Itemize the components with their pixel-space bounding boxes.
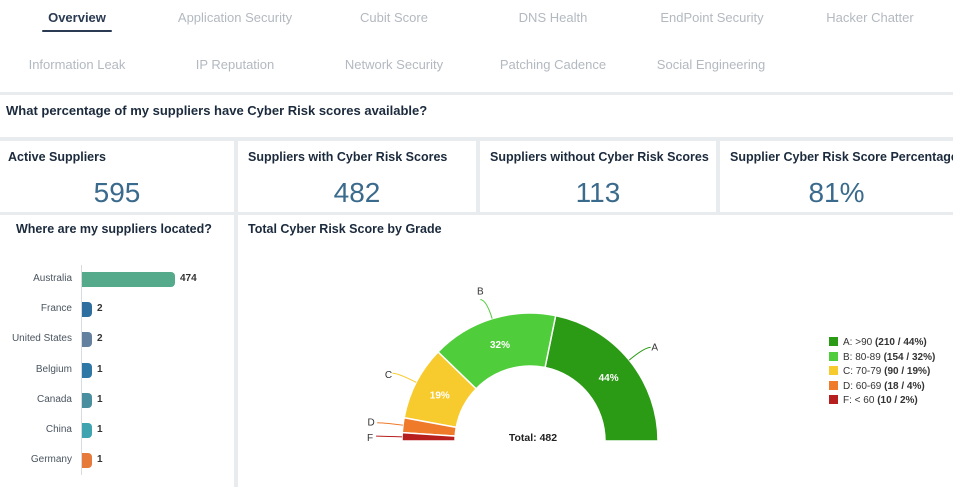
country-label: Canada (36, 393, 72, 405)
tab-patching-cadence[interactable]: Patching Cadence (499, 57, 607, 72)
legend-count: (210 / 44%) (874, 337, 927, 348)
donut-slice-f[interactable] (401, 431, 456, 442)
donut-slice-d[interactable] (401, 416, 458, 437)
tab-cubit-score[interactable]: Cubit Score (360, 10, 428, 25)
tab-network-security[interactable]: Network Security (344, 57, 444, 72)
legend-item-b[interactable]: B: 80-89 (154 / 32%) (829, 351, 936, 367)
tab-dns-health[interactable]: DNS Health (518, 10, 588, 25)
tab-information-leak[interactable]: Information Leak (28, 57, 126, 72)
divider (0, 137, 953, 141)
kpi-active-suppliers: Active Suppliers 595 (0, 141, 234, 212)
divider (0, 212, 953, 215)
legend-count: (10 / 2%) (877, 395, 918, 406)
donut-slice-label: B (477, 287, 484, 298)
legend-swatch (829, 380, 838, 390)
country-bar-value: 474 (180, 273, 197, 284)
legend-text: F: < 60 (843, 395, 878, 406)
location-panel-title: Where are my suppliers located? (16, 222, 212, 236)
donut-slice-c[interactable] (403, 350, 478, 429)
country-label: United States (11, 333, 72, 345)
legend-item-d[interactable]: D: 60-69 (18 / 4%) (829, 380, 935, 396)
donut-label-connector (628, 346, 651, 361)
country-bar[interactable] (82, 272, 175, 287)
legend-item-f[interactable]: F: < 60 (10 / 2%) (829, 395, 935, 410)
divider (476, 141, 480, 212)
divider (0, 92, 953, 95)
legend-text: A: >90 (843, 337, 875, 348)
tab-hacker-chatter[interactable]: Hacker Chatter (826, 10, 914, 25)
divider (716, 141, 720, 212)
legend-count: (90 / 19%) (884, 366, 931, 377)
country-bar-value: 2 (97, 333, 103, 345)
legend-text: C: 70-79 (843, 366, 885, 377)
divider (234, 141, 238, 212)
legend-swatch (829, 366, 838, 375)
donut-slice-b[interactable] (436, 312, 557, 390)
tab-endpoint-security[interactable]: EndPoint Security (660, 10, 764, 25)
kpi-value: 482 (333, 177, 381, 208)
kpi-label: Supplier Cyber Risk Score Percentage (730, 150, 953, 164)
kpi-value: 81% (808, 177, 865, 208)
donut-label-connector (392, 372, 417, 383)
donut-label-connector (377, 422, 404, 426)
country-bar-value: 1 (97, 393, 103, 405)
bar-axis (81, 265, 82, 475)
donut-total-label: Total: 482 (508, 432, 558, 444)
donut-slice-label: F (367, 433, 373, 444)
donut-slice-label: D (368, 418, 375, 429)
country-bar-value: 1 (97, 363, 103, 375)
country-bar[interactable] (82, 423, 92, 438)
country-bar[interactable] (82, 392, 92, 408)
legend-swatch (829, 395, 838, 404)
country-bar[interactable] (82, 362, 92, 378)
country-label: China (45, 424, 72, 435)
legend-swatch (829, 337, 838, 346)
grade-legend: A: >90 (210 / 44%) B: 80-89 (154 / 32%) C:… (829, 337, 935, 410)
tab-ip-reputation[interactable]: IP Reputation (195, 57, 275, 72)
donut-slice-label: C (385, 370, 392, 381)
country-label: Germany (30, 454, 72, 466)
grade-panel-title: Total Cyber Risk Score by Grade (248, 222, 442, 236)
kpi-label: Active Suppliers (8, 150, 106, 164)
legend-item-a[interactable]: A: >90 (210 / 44%) (829, 337, 935, 352)
legend-text: B: 80-89 (843, 351, 884, 363)
country-bar[interactable] (82, 332, 92, 348)
country-bar-value: 1 (97, 424, 103, 435)
kpi-label: Suppliers without Cyber Risk Scores (490, 150, 709, 164)
donut-slice-percent: 19% (430, 391, 450, 402)
country-label: Belgium (35, 363, 72, 375)
country-bar[interactable] (82, 302, 92, 318)
donut-slice-percent: 44% (599, 373, 619, 384)
country-bar[interactable] (82, 453, 92, 469)
legend-count: (18 / 4%) (884, 380, 925, 392)
kpi-suppliers-with-scores: Suppliers with Cyber Risk Scores 482 (238, 141, 476, 212)
tab-social-engineering[interactable]: Social Engineering (656, 57, 766, 72)
kpi-value: 113 (575, 177, 621, 208)
donut-slice-percent: 32% (490, 340, 510, 351)
donut-label-connector (480, 299, 493, 319)
donut-label-connector (376, 435, 403, 438)
country-label: France (40, 303, 72, 315)
tab-overview[interactable]: Overview (40, 3, 114, 33)
legend-text: D: 60-69 (843, 380, 885, 392)
tab-application-security[interactable]: Application Security (177, 10, 293, 25)
kpi-score-percentage: Supplier Cyber Risk Score Percentage 81% (720, 141, 953, 212)
legend-item-c[interactable]: C: 70-79 (90 / 19%) (829, 366, 935, 381)
section-question: What percentage of my suppliers have Cyb… (6, 103, 428, 118)
legend-swatch (829, 351, 838, 361)
tabs-row-2: Information Leak IP Reputation Network S… (0, 50, 953, 80)
country-bar-value: 1 (97, 454, 103, 466)
kpi-value: 595 (93, 177, 141, 208)
country-label: Australia (33, 273, 72, 284)
legend-count: (154 / 32%) (883, 351, 936, 363)
divider (234, 215, 238, 487)
tabs-row-1: Overview Application Security Cubit Scor… (0, 3, 953, 33)
kpi-suppliers-without-scores: Suppliers without Cyber Risk Scores 113 (480, 141, 716, 212)
donut-slice-a[interactable] (544, 314, 659, 442)
donut-slice-label: A (651, 342, 658, 353)
country-bar-value: 2 (97, 303, 103, 315)
kpi-label: Suppliers with Cyber Risk Scores (248, 150, 448, 164)
